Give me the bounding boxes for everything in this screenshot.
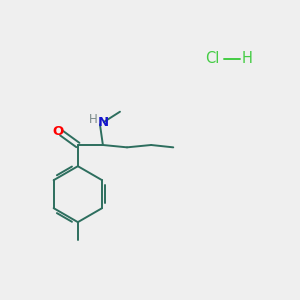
Text: Cl: Cl [205, 51, 219, 66]
Text: H: H [242, 51, 253, 66]
Text: H: H [89, 112, 98, 126]
Text: N: N [98, 116, 109, 128]
Text: O: O [52, 125, 64, 138]
